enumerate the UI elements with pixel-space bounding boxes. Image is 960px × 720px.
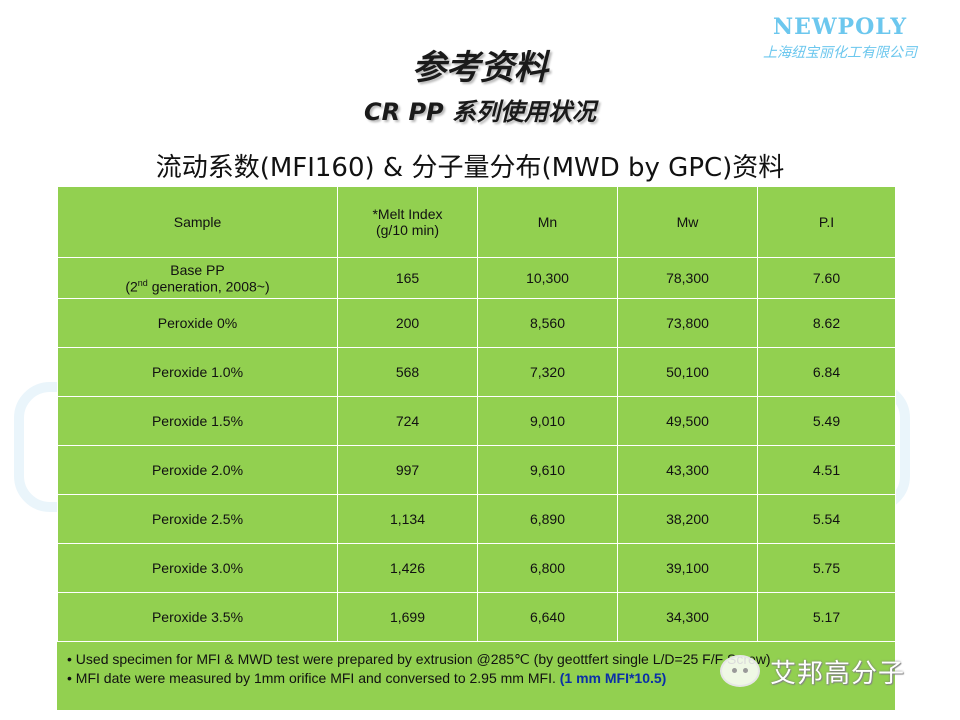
cell-sample: Peroxide 1.0% — [57, 347, 338, 397]
header-melt-index-line1: *Melt Index — [372, 206, 443, 222]
footnote-2-text: • MFI date were measured by 1mm orifice … — [67, 670, 556, 686]
header-mn: Mn — [477, 186, 618, 258]
cell-mn: 7,320 — [477, 347, 618, 397]
table-row: Peroxide 1.0% 568 7,320 50,100 6.84 — [57, 347, 896, 397]
cell-mw: 49,500 — [617, 396, 758, 446]
slide-subtitle: CR PP 系列使用状况 — [364, 98, 596, 126]
cell-melt-index: 1,426 — [337, 543, 478, 593]
table-row: Peroxide 3.5% 1,699 6,640 34,300 5.17 — [57, 592, 896, 642]
cell-pi: 5.17 — [757, 592, 896, 642]
cell-pi: 7.60 — [757, 257, 896, 299]
cell-mn: 8,560 — [477, 298, 618, 348]
cell-sample: Peroxide 3.0% — [57, 543, 338, 593]
cell-mn: 6,890 — [477, 494, 618, 544]
logo-brand-text: NEWPOLY — [772, 14, 908, 40]
table-row: Peroxide 2.0% 997 9,610 43,300 4.51 — [57, 445, 896, 495]
cell-melt-index: 165 — [337, 257, 478, 299]
cell-melt-index: 997 — [337, 445, 478, 495]
watermark: 艾邦高分子 — [720, 648, 950, 694]
cell-mn: 9,010 — [477, 396, 618, 446]
wechat-icon — [720, 655, 760, 687]
cell-pi: 5.54 — [757, 494, 896, 544]
logo-company-name: 上海纽宝丽化工有限公司 — [763, 45, 917, 61]
header-sample: Sample — [57, 186, 338, 258]
header-melt-index-line2: (g/10 min) — [375, 222, 440, 238]
sample-line2: (2nd generation, 2008~) — [62, 278, 333, 295]
cell-mw: 73,800 — [617, 298, 758, 348]
cell-mn: 9,610 — [477, 445, 618, 495]
table-row: Peroxide 0% 200 8,560 73,800 8.62 — [57, 298, 896, 348]
cell-mw: 38,200 — [617, 494, 758, 544]
cell-melt-index: 200 — [337, 298, 478, 348]
cell-mw: 50,100 — [617, 347, 758, 397]
footnote-2: • MFI date were measured by 1mm orifice … — [67, 669, 885, 688]
cell-sample: Base PP (2nd generation, 2008~) — [57, 257, 338, 299]
cell-melt-index: 724 — [337, 396, 478, 446]
cell-melt-index: 1,134 — [337, 494, 478, 544]
slide-title: 参考资料 — [412, 48, 548, 88]
cell-mn: 10,300 — [477, 257, 618, 299]
cell-sample: Peroxide 1.5% — [57, 396, 338, 446]
cell-sample: Peroxide 2.0% — [57, 445, 338, 495]
table-row: Peroxide 1.5% 724 9,010 49,500 5.49 — [57, 396, 896, 446]
cell-mw: 34,300 — [617, 592, 758, 642]
table-heading: 流动系数(MFI160) & 分子量分布(MWD by GPC)资料 — [155, 153, 785, 183]
footnote-2-highlight: (1 mm MFI*10.5) — [559, 670, 667, 686]
cell-sample: Peroxide 3.5% — [57, 592, 338, 642]
sample-line2-sup: nd — [137, 277, 148, 288]
watermark-text: 艾邦高分子 — [770, 658, 906, 689]
company-logo: NEWPOLY 上海纽宝丽化工有限公司 — [730, 14, 950, 62]
cell-mw: 39,100 — [617, 543, 758, 593]
header-melt-index: *Melt Index (g/10 min) — [337, 186, 478, 258]
header-pi: P.I — [757, 186, 896, 258]
table-row: Peroxide 3.0% 1,426 6,800 39,100 5.75 — [57, 543, 896, 593]
cell-melt-index: 1,699 — [337, 592, 478, 642]
cell-pi: 5.49 — [757, 396, 896, 446]
table-row-base-pp: Base PP (2nd generation, 2008~) 165 10,3… — [57, 257, 896, 299]
table-row: Peroxide 2.5% 1,134 6,890 38,200 5.54 — [57, 494, 896, 544]
cell-sample: Peroxide 0% — [57, 298, 338, 348]
cell-mn: 6,800 — [477, 543, 618, 593]
table-header-row: Sample *Melt Index (g/10 min) Mn Mw P.I — [57, 186, 896, 258]
cell-pi: 4.51 — [757, 445, 896, 495]
cell-pi: 5.75 — [757, 543, 896, 593]
cell-mn: 6,640 — [477, 592, 618, 642]
header-mw: Mw — [617, 186, 758, 258]
footnote-1: • Used specimen for MFI & MWD test were … — [67, 651, 771, 667]
sample-line1: Base PP — [170, 261, 225, 278]
cell-sample: Peroxide 2.5% — [57, 494, 338, 544]
cell-mw: 78,300 — [617, 257, 758, 299]
cell-melt-index: 568 — [337, 347, 478, 397]
cell-pi: 8.62 — [757, 298, 896, 348]
mfi-mwd-table: Sample *Melt Index (g/10 min) Mn Mw P.I … — [57, 186, 896, 642]
cell-pi: 6.84 — [757, 347, 896, 397]
sample-line2-open: (2 — [125, 278, 138, 295]
cell-mw: 43,300 — [617, 445, 758, 495]
sample-line2-close: generation, 2008~) — [147, 278, 270, 295]
